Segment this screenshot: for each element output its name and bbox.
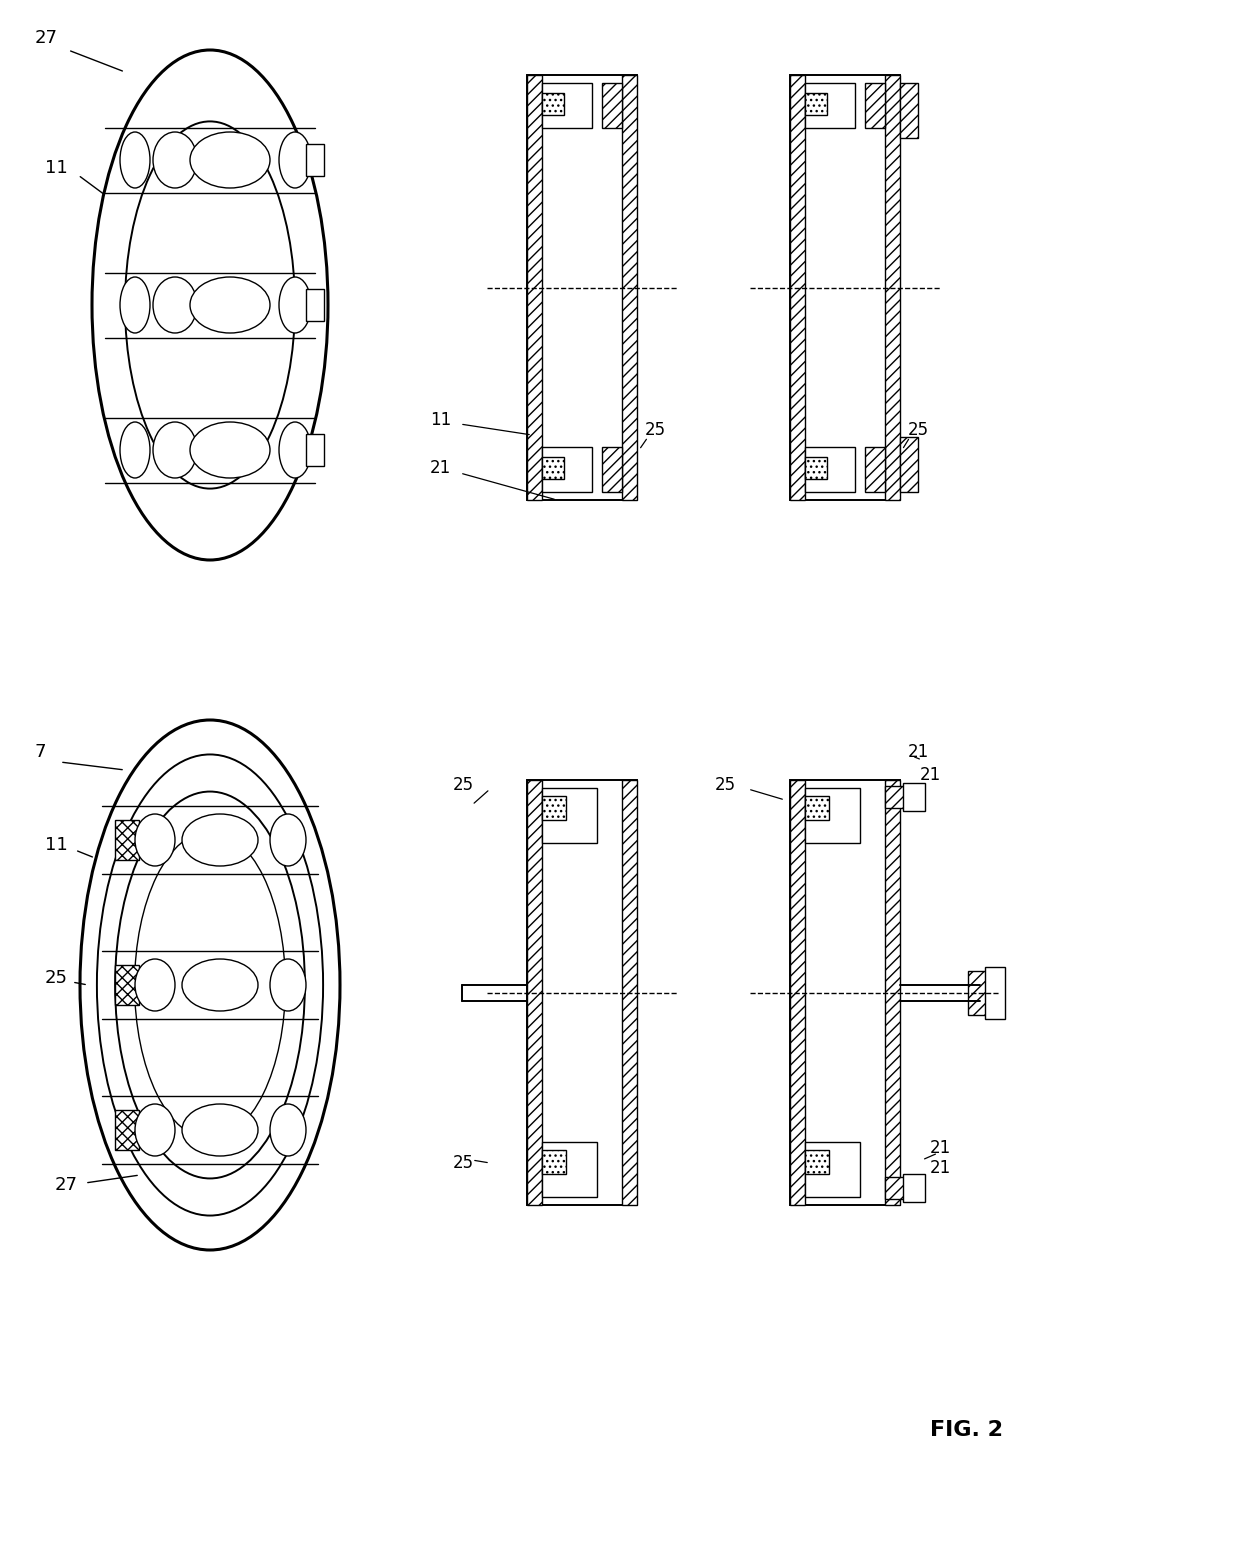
Ellipse shape [120, 133, 150, 189]
Ellipse shape [97, 755, 324, 1216]
Bar [985, 967, 1004, 1018]
Ellipse shape [182, 814, 258, 865]
Ellipse shape [182, 1104, 258, 1157]
Ellipse shape [120, 278, 150, 334]
Bar [306, 143, 324, 176]
Text: 21: 21 [930, 1140, 951, 1157]
Text: 21: 21 [920, 765, 941, 784]
Text: 11: 11 [430, 412, 451, 429]
Bar [115, 1110, 139, 1151]
Bar [542, 1151, 565, 1174]
Bar [790, 780, 805, 1205]
Text: 11: 11 [45, 159, 68, 178]
Text: 25: 25 [908, 421, 929, 440]
Bar [805, 797, 830, 820]
Text: 27: 27 [55, 1175, 78, 1194]
Bar [115, 965, 139, 1006]
Bar [900, 437, 918, 493]
Bar [903, 1174, 925, 1202]
Ellipse shape [135, 1104, 175, 1157]
Bar [542, 797, 565, 820]
Bar [885, 780, 900, 1205]
Ellipse shape [135, 814, 175, 865]
Ellipse shape [120, 422, 150, 479]
Text: 21: 21 [930, 1158, 951, 1177]
Ellipse shape [81, 720, 340, 1250]
Bar [622, 780, 637, 1205]
Ellipse shape [135, 831, 285, 1138]
Ellipse shape [279, 133, 311, 189]
Bar [885, 1177, 918, 1199]
Bar [805, 94, 827, 115]
Bar [527, 780, 637, 1205]
Bar [885, 75, 900, 500]
Ellipse shape [92, 50, 329, 560]
Bar [790, 75, 900, 500]
Bar [805, 447, 856, 493]
Bar [900, 83, 918, 139]
Ellipse shape [182, 959, 258, 1010]
Text: 25: 25 [453, 1154, 474, 1172]
Text: 7: 7 [35, 744, 47, 761]
Bar [790, 780, 900, 1205]
Bar [542, 457, 564, 479]
Bar [527, 75, 542, 500]
Bar [968, 971, 990, 1015]
Ellipse shape [270, 1104, 306, 1157]
Text: 25: 25 [645, 421, 666, 440]
Ellipse shape [279, 422, 311, 479]
Bar [527, 75, 637, 500]
Bar [601, 447, 622, 493]
Bar [866, 447, 885, 493]
Ellipse shape [279, 278, 311, 334]
Bar [542, 83, 591, 128]
Text: 25: 25 [715, 776, 737, 794]
Ellipse shape [190, 422, 270, 479]
Bar [805, 1143, 861, 1197]
Bar [866, 83, 885, 128]
Text: 11: 11 [45, 836, 68, 854]
Bar [805, 1151, 830, 1174]
Text: 27: 27 [35, 30, 58, 47]
Bar [790, 75, 805, 500]
Bar [903, 783, 925, 811]
Ellipse shape [270, 959, 306, 1010]
Ellipse shape [153, 422, 197, 479]
Ellipse shape [190, 278, 270, 334]
Bar [805, 787, 861, 843]
Ellipse shape [135, 959, 175, 1010]
Ellipse shape [125, 122, 295, 488]
Bar [622, 75, 637, 500]
Bar [885, 786, 918, 808]
Bar [542, 1143, 596, 1197]
Ellipse shape [153, 278, 197, 334]
Bar [527, 780, 542, 1205]
Bar [601, 83, 622, 128]
Text: 21: 21 [430, 458, 451, 477]
Bar [306, 288, 324, 321]
Bar [542, 787, 596, 843]
Text: 21: 21 [908, 744, 929, 761]
Bar [115, 820, 139, 861]
Text: 25: 25 [45, 970, 68, 987]
Text: FIG. 2: FIG. 2 [930, 1420, 1003, 1441]
Ellipse shape [190, 133, 270, 189]
Ellipse shape [153, 133, 197, 189]
Text: 25: 25 [453, 776, 474, 794]
Bar [542, 447, 591, 493]
Bar [306, 433, 324, 466]
Ellipse shape [115, 792, 305, 1179]
Ellipse shape [270, 814, 306, 865]
Bar [542, 94, 564, 115]
Bar [805, 457, 827, 479]
Bar [805, 83, 856, 128]
